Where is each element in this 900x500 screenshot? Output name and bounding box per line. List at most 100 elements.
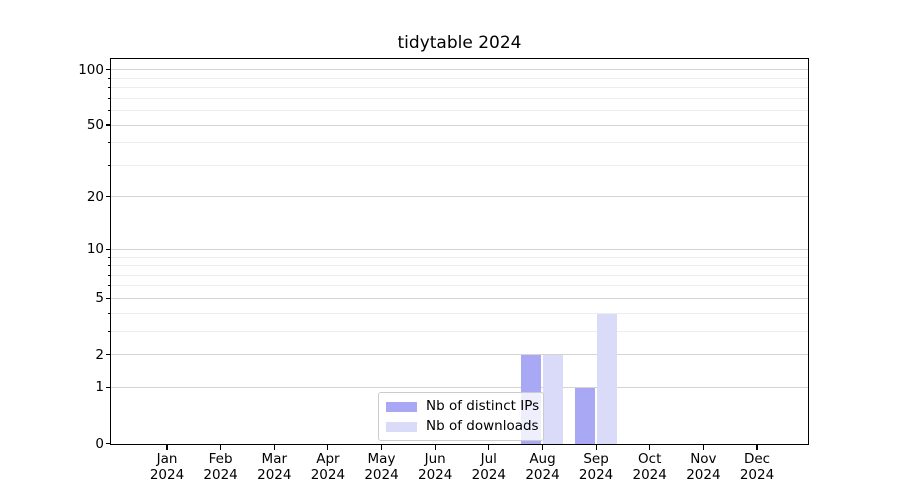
gridline-major [111, 386, 808, 388]
x-tick-label-month: Feb [208, 451, 233, 467]
x-tick-label-month: Aug [529, 451, 556, 467]
x-tick [220, 445, 222, 450]
gridline-major [111, 354, 808, 355]
legend-item-downloads: Nb of downloads [386, 418, 539, 435]
x-tick-label-year: 2024 [632, 467, 667, 483]
x-tick-label: Nov 2024 [673, 451, 733, 483]
x-tick-label: Jan 2024 [137, 451, 197, 483]
x-tick-label-month: May [367, 451, 396, 467]
x-tick-label-year: 2024 [525, 467, 560, 483]
x-tick-label-month: Jun [424, 451, 446, 467]
x-tick [434, 445, 436, 450]
x-tick-label-month: Sep [583, 451, 609, 467]
y-tick [105, 297, 110, 299]
x-tick-label: Aug 2024 [513, 451, 573, 483]
y-tick [105, 69, 110, 71]
y-minor-tick [107, 142, 110, 144]
y-minor-tick [107, 265, 110, 266]
gridline-major [111, 124, 808, 126]
legend-label-downloads: Nb of downloads [426, 418, 539, 434]
y-tick [105, 248, 110, 250]
gridline-minor [111, 330, 808, 332]
y-tick-label: 2 [95, 346, 104, 363]
x-tick [488, 445, 490, 450]
x-tick-label-year: 2024 [578, 467, 614, 483]
x-tick-label: Feb 2024 [191, 451, 251, 483]
legend-swatch-downloads-icon [386, 421, 417, 432]
y-minor-tick [107, 312, 110, 314]
x-tick-label-year: 2024 [686, 467, 721, 483]
y-minor-tick [107, 274, 110, 276]
y-minor-tick [107, 97, 110, 99]
y-minor-tick [107, 110, 110, 111]
x-tick-label-month: Nov [690, 451, 717, 467]
y-tick-label: 5 [95, 290, 104, 307]
gridline-minor [111, 87, 808, 88]
legend: Nb of distinct IPs Nb of downloads [378, 392, 544, 441]
y-tick-label: 10 [86, 241, 104, 258]
x-tick-label-year: 2024 [364, 467, 399, 483]
x-tick-label: Sep 2024 [566, 451, 626, 483]
plot-area [110, 58, 809, 445]
x-tick-label: Oct 2024 [620, 451, 680, 483]
gridline-major [111, 297, 808, 299]
y-tick-label: 20 [86, 188, 104, 205]
bar-nb-of-downloads-aug-2024 [543, 355, 563, 444]
gridline-minor [111, 265, 808, 266]
bar-nb-of-distinct-ips-sep-2024 [574, 387, 595, 444]
x-tick [273, 445, 275, 450]
gridline-major [111, 69, 808, 71]
x-tick-label: May 2024 [352, 451, 412, 483]
x-tick [166, 445, 168, 450]
y-tick-label: 1 [95, 379, 104, 396]
x-tick [327, 445, 329, 450]
x-tick-label-year: 2024 [149, 467, 185, 483]
gridline-minor [111, 77, 808, 79]
y-tick [105, 386, 110, 388]
x-tick [595, 445, 597, 450]
legend-item-distinct-ips: Nb of distinct IPs [386, 398, 539, 415]
x-tick-label-month: Mar [261, 451, 288, 467]
y-tick [105, 196, 110, 198]
chart-title: tidytable 2024 [397, 33, 522, 53]
gridline-minor [111, 274, 808, 276]
y-minor-tick [107, 285, 110, 287]
legend-swatch-distinct-ips-icon [386, 401, 417, 412]
gridline-major [111, 248, 808, 250]
y-minor-tick [107, 330, 110, 332]
x-tick-label-month: Jul [480, 451, 497, 467]
gridline-minor [111, 164, 808, 166]
x-tick [702, 445, 704, 450]
y-minor-tick [107, 87, 110, 88]
x-tick-label-year: 2024 [310, 467, 346, 483]
x-tick-label: Jun 2024 [405, 451, 465, 483]
y-minor-tick [107, 256, 110, 258]
x-tick-label-month: Apr [316, 451, 340, 467]
x-tick-label-year: 2024 [418, 467, 453, 483]
gridline-minor [111, 97, 808, 99]
y-tick [105, 442, 110, 445]
gridline-minor [111, 142, 808, 144]
y-tick-label: 0 [95, 435, 104, 452]
x-tick-label-year: 2024 [471, 467, 506, 483]
x-tick-label: Mar 2024 [244, 451, 304, 483]
gridline-minor [111, 256, 808, 258]
y-minor-tick [107, 77, 110, 79]
y-minor-tick [107, 164, 110, 166]
bar-nb-of-downloads-sep-2024 [596, 313, 617, 444]
y-tick-label: 50 [86, 117, 104, 133]
gridline-minor [111, 285, 808, 287]
x-tick-label-year: 2024 [257, 467, 292, 483]
x-tick [541, 445, 544, 450]
x-tick-label-month: Jan [156, 451, 178, 467]
y-tick-label: 100 [78, 61, 104, 78]
x-tick [649, 445, 651, 450]
x-tick-label: Jul 2024 [459, 451, 519, 483]
x-tick-label: Dec 2024 [727, 451, 787, 483]
legend-label-distinct-ips: Nb of distinct IPs [426, 398, 540, 414]
gridline-minor [111, 110, 808, 111]
y-tick [105, 124, 110, 126]
x-tick-label: Apr 2024 [298, 451, 358, 483]
x-tick [756, 445, 758, 450]
